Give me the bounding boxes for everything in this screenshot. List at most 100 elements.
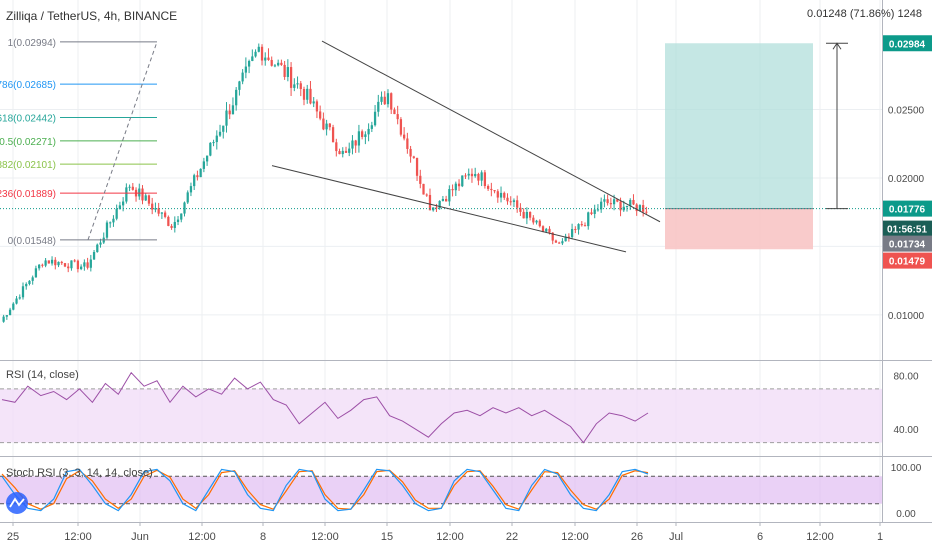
- fib-level-label: 0.5(0.02271): [0, 137, 56, 148]
- stoch-rsi-pane: [0, 468, 882, 512]
- candle-body: [322, 118, 325, 130]
- candle-body: [444, 198, 448, 202]
- candle-body: [238, 81, 241, 90]
- candle-body: [199, 168, 202, 178]
- rsi-tick-label: 40.00: [893, 425, 918, 436]
- candle-body: [325, 123, 328, 130]
- candle-body: [247, 61, 251, 67]
- candle-body: [486, 186, 490, 189]
- candle-body: [448, 189, 451, 202]
- stop-loss-zone: [665, 208, 813, 250]
- candle-body: [170, 225, 173, 228]
- candle-body: [480, 172, 483, 181]
- candle-body: [567, 236, 570, 238]
- candle-body: [47, 260, 50, 264]
- rsi-tick-label: 80.00: [893, 371, 918, 382]
- price-badge-stop: [883, 252, 932, 269]
- candle-body: [118, 205, 122, 209]
- candle-body: [361, 131, 364, 137]
- candle-body: [83, 262, 86, 267]
- stoch-tick-label: 100.00: [891, 463, 922, 474]
- candle-body: [328, 123, 331, 128]
- candle-body: [344, 150, 348, 153]
- candle-body: [34, 268, 38, 278]
- price-badge-text-countdown: 01:56:51: [887, 225, 927, 236]
- candle-body: [144, 195, 147, 201]
- candle-body: [309, 88, 312, 104]
- candle-body: [367, 128, 370, 135]
- candle-body: [267, 57, 270, 60]
- candle-body: [616, 199, 619, 202]
- price-badge-gray: [883, 235, 932, 252]
- candle-body: [38, 264, 41, 269]
- candle-body: [63, 263, 67, 267]
- candle-body: [538, 220, 541, 227]
- candle-body: [193, 175, 196, 187]
- price-badge-countdown: [883, 220, 932, 237]
- candle-body: [574, 229, 577, 231]
- candle-body: [25, 283, 28, 287]
- candle-body: [67, 266, 70, 269]
- candle-body: [209, 142, 212, 156]
- candle-body: [18, 297, 21, 299]
- candle-body: [70, 260, 73, 269]
- candle-body: [335, 142, 338, 152]
- candle-body: [76, 260, 80, 270]
- candle-body: [386, 93, 390, 105]
- candle-body: [629, 199, 632, 207]
- candle-body: [277, 62, 280, 66]
- candle-body: [176, 219, 180, 222]
- candle-body: [558, 242, 561, 244]
- candle-body: [516, 200, 519, 208]
- candle-body: [383, 96, 386, 105]
- candle-body: [354, 140, 357, 146]
- candle-body: [461, 175, 464, 187]
- upper-trendline: [321, 40, 661, 223]
- candle-body: [215, 135, 218, 143]
- candle-body: [645, 211, 648, 213]
- candle-body: [554, 240, 558, 243]
- time-tick-label: 15: [381, 531, 393, 543]
- candle-body: [302, 89, 306, 100]
- price-tick-label: 0.02000: [888, 174, 925, 185]
- candle-body: [490, 188, 493, 191]
- candle-body: [241, 72, 244, 82]
- candle-body: [50, 259, 54, 264]
- candle-body: [160, 212, 164, 214]
- time-tick-label: 12:00: [806, 531, 834, 543]
- candle-body: [331, 127, 335, 143]
- fib-level-label: 0(0.01548): [8, 236, 56, 247]
- fib-level-label: 0.236(0.01889): [0, 189, 56, 200]
- candle-body: [393, 109, 396, 115]
- candle-body: [99, 242, 102, 245]
- candle-body: [183, 202, 186, 214]
- candle-body: [254, 51, 257, 57]
- candle-body: [205, 155, 209, 162]
- stoch-k-line: [1, 468, 649, 512]
- candle-body: [228, 110, 231, 115]
- candle-body: [289, 67, 293, 88]
- candle-body: [112, 218, 115, 223]
- candle-body: [493, 190, 496, 192]
- candle-body: [31, 277, 34, 281]
- candle-body: [109, 222, 112, 224]
- tradingview-logo-mark: [9, 497, 25, 508]
- fib-layer: 1(0.02994) 0.786(0.02685) 0.618(0.02442) 0.…: [0, 38, 158, 247]
- candle-body: [57, 261, 60, 266]
- candle-body: [454, 183, 457, 191]
- candle-body: [587, 212, 590, 227]
- rsi-label: RSI (14, close): [6, 369, 79, 381]
- fib-level-label: 0.382(0.02101): [0, 160, 56, 171]
- candle-body: [2, 316, 5, 322]
- candle-body: [105, 222, 109, 238]
- candle-body: [125, 187, 128, 202]
- candle-body: [54, 259, 57, 266]
- candle-body: [551, 232, 554, 241]
- candle-body: [28, 280, 31, 284]
- candle-body: [409, 148, 412, 157]
- price-badge-text-last: 0.01776: [889, 205, 926, 216]
- candle-body: [396, 114, 399, 120]
- candle-body: [390, 93, 393, 110]
- candle-body: [406, 138, 409, 149]
